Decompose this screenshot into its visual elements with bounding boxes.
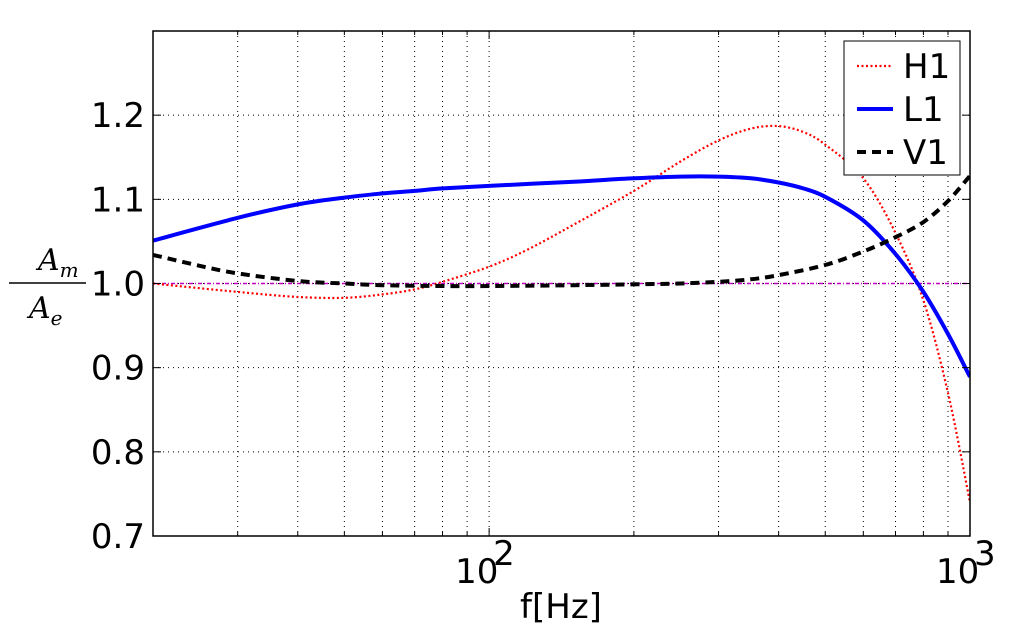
svg-text:2: 2 <box>493 534 515 574</box>
series-layer <box>153 124 970 503</box>
legend-item-v1: V1 <box>857 133 948 173</box>
series-line-v1 <box>153 174 970 289</box>
legend-label: L1 <box>903 90 944 130</box>
legend-label: H1 <box>903 47 950 87</box>
svg-text:Ae: Ae <box>26 291 63 330</box>
y-tick-label: 1.2 <box>91 96 145 136</box>
svg-text:10: 10 <box>936 552 979 592</box>
y-tick-label: 1.0 <box>91 265 145 305</box>
y-tick-label: 0.7 <box>91 517 145 557</box>
legend-item-h1: H1 <box>857 47 950 87</box>
x-tick-label: 103 <box>936 534 996 592</box>
svg-text:3: 3 <box>974 534 996 574</box>
legend-item-l1: L1 <box>857 90 944 130</box>
axis-labels: f[Hz] Am Ae <box>9 243 602 627</box>
x-tick-label: 102 <box>455 534 515 592</box>
svg-text:10: 10 <box>455 552 498 592</box>
legend-label: V1 <box>903 133 948 173</box>
svg-text:Am: Am <box>35 243 79 282</box>
y-axis-label: Am Ae <box>9 243 86 330</box>
y-tick-label: 1.1 <box>91 180 145 220</box>
y-tick-label: 0.8 <box>91 433 145 473</box>
x-axis-label: f[Hz] <box>520 587 602 627</box>
y-tick-label: 0.9 <box>91 349 145 389</box>
